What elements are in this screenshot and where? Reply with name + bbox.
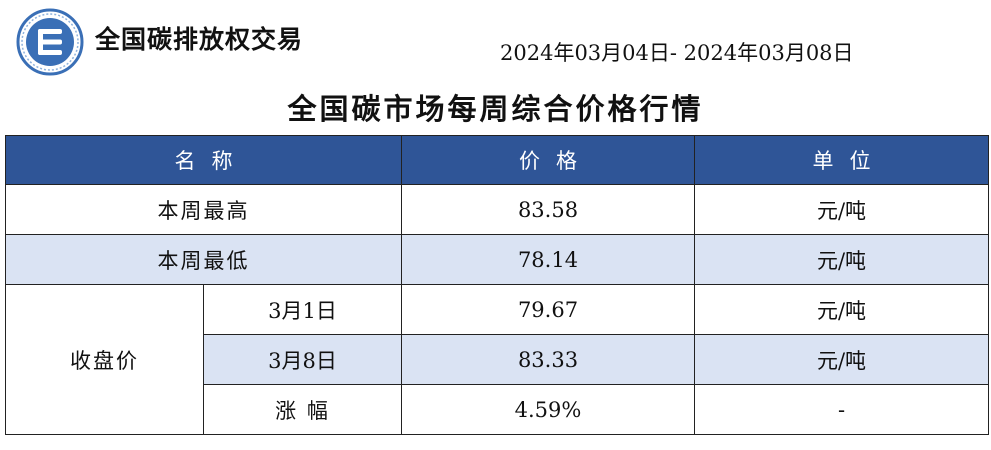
column-header-unit: 单位	[694, 135, 989, 185]
price-close-end: 83.33	[401, 334, 695, 385]
unit-close-start: 元/吨	[694, 284, 989, 335]
exchange-logo-icon	[16, 8, 84, 76]
unit-weekly-high: 元/吨	[694, 184, 989, 235]
row-label-close-end: 3月8日	[203, 334, 402, 385]
table-header-row: 名称 价格 单位	[5, 135, 989, 185]
price-change: 4.59%	[401, 384, 695, 435]
unit-close-end: 元/吨	[694, 334, 989, 385]
weekly-price-table: 名称 价格 单位 本周最高 83.58 元/吨 本周最低 78.14 元/吨 收…	[5, 135, 989, 435]
unit-change: -	[694, 384, 989, 435]
table-row-close-end: 3月8日 83.33 元/吨	[6, 334, 989, 385]
table-row-change: 涨 幅 4.59% -	[6, 384, 989, 435]
table-row-weekly-low: 本周最低 78.14 元/吨	[5, 234, 989, 285]
column-header-name: 名称	[5, 135, 402, 185]
row-label-closing-price: 收盘价	[5, 284, 204, 435]
report-title: 全国碳市场每周综合价格行情	[287, 92, 704, 126]
table-row-close-start: 收盘价 3月1日 79.67 元/吨	[5, 284, 989, 435]
row-label-weekly-low: 本周最低	[5, 234, 402, 285]
row-label-close-start: 3月1日	[203, 284, 402, 335]
row-label-weekly-high: 本周最高	[5, 184, 402, 235]
price-weekly-high: 83.58	[401, 184, 695, 235]
date-range: 2024年03月04日- 2024年03月08日	[500, 41, 854, 65]
price-weekly-low: 78.14	[401, 234, 695, 285]
price-close-start: 79.67	[401, 284, 695, 335]
row-label-change: 涨 幅	[203, 384, 402, 435]
unit-weekly-low: 元/吨	[694, 234, 989, 285]
table-row-weekly-high: 本周最高 83.58 元/吨	[5, 184, 989, 235]
column-header-price: 价格	[401, 135, 695, 185]
brand-name: 全国碳排放权交易	[95, 25, 304, 54]
